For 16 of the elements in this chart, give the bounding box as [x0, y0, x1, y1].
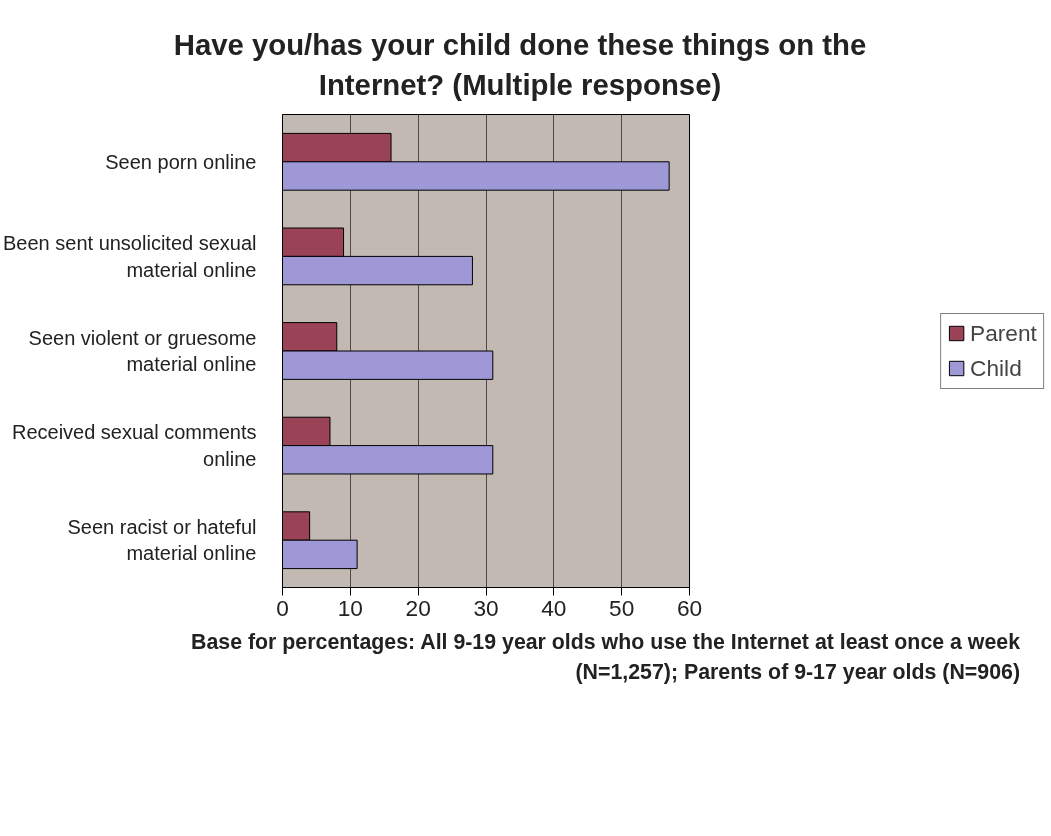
x-tick-label: 60 [676, 594, 703, 621]
y-tick-label: Been sent unsolicited sexual material online [3, 232, 257, 281]
text: Base for percentages: All 9-19 year olds who use the Internet at least once a week (N=1,257); Parents of 9-17 year olds (N=906) [190, 629, 1020, 686]
x-tick-label: 30 [473, 594, 499, 621]
y-tick-label: Seen racist or hateful material online [67, 516, 257, 565]
x-tick-label: 10 [337, 594, 363, 621]
chart-title: Have you/has your child done these things on the Internet? (Multiple response) [172, 27, 868, 103]
legend-label: Child [970, 354, 1022, 382]
y-tick-label: Seen porn online [105, 150, 257, 173]
x-tick-label: 50 [609, 594, 635, 621]
legend-label: Parent [970, 319, 1037, 347]
y-tick-label: Received sexual comments online [11, 421, 257, 470]
x-tick-label: 20 [405, 594, 431, 621]
x-tick-label: 0 [276, 594, 289, 621]
x-tick-label: 40 [541, 594, 567, 621]
y-tick-label: Seen violent or gruesome material online [28, 326, 257, 376]
